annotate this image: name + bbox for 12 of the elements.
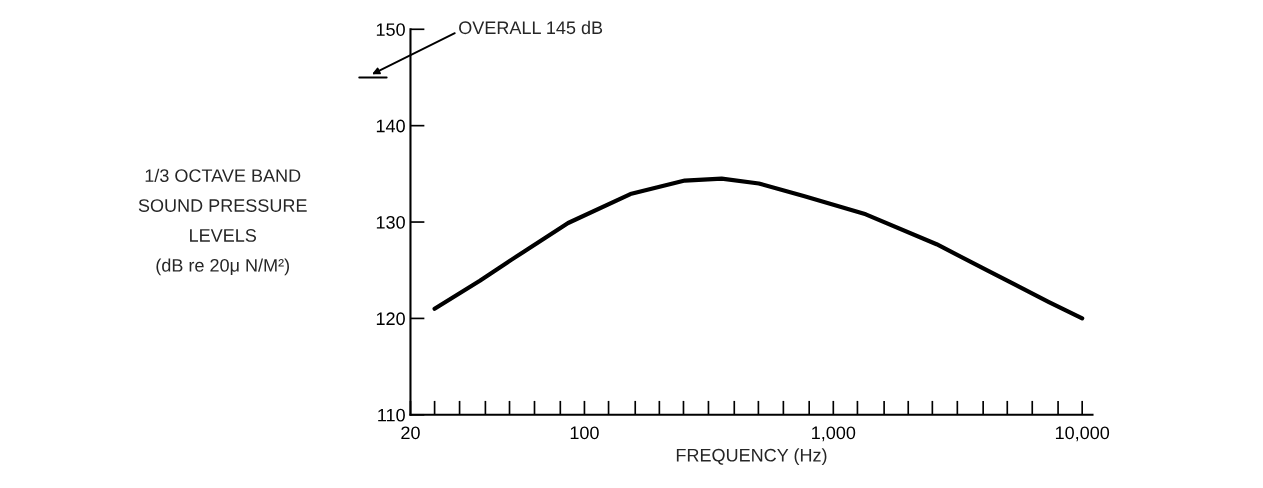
x-tick-label: 100 xyxy=(570,426,599,440)
y-tick-label: 150 xyxy=(376,23,405,36)
x-tick-label: 10,000 xyxy=(1055,426,1110,442)
annotation: OVERALL 145 dB xyxy=(459,20,603,35)
y-tick-label: 110 xyxy=(378,408,405,422)
y-axis-title: 1/3 OCTAVE BAND SOUND PRESSURE LEVELS (dB re 20μ N/M²) xyxy=(138,168,307,276)
x-tick-label: 1,000 xyxy=(812,426,856,442)
y-tick-label: 130 xyxy=(376,215,405,229)
y-tick-label: 120 xyxy=(376,312,405,326)
x-axis-title: FREQUENCY (Hz) xyxy=(676,448,827,466)
y-tick-label: 140 xyxy=(376,119,405,133)
x-tick-label: 20 xyxy=(401,426,420,440)
